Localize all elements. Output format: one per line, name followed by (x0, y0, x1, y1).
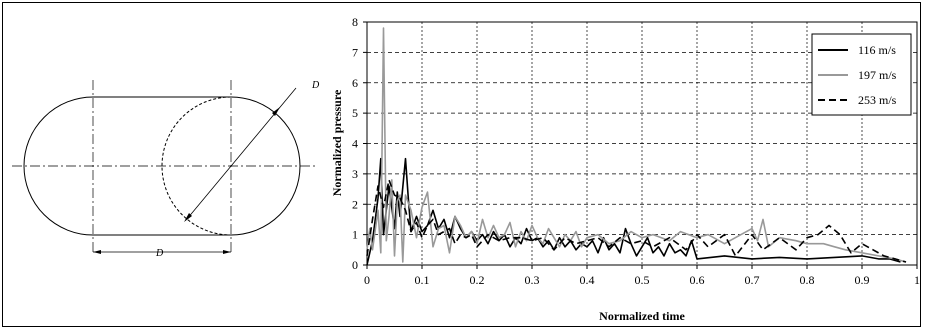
legend: 116 m/s 197 m/s 253 m/s (811, 33, 912, 116)
y-tick-label-3: 3 (352, 167, 358, 181)
legend-label-197: 197 m/s (858, 68, 897, 82)
y-tick-label-6: 6 (352, 76, 358, 90)
x-tick-label-1: 0.1 (415, 273, 430, 287)
x-tick-label-4: 0.4 (580, 273, 595, 287)
y-tick-label-4: 4 (352, 137, 358, 151)
y-axis-title: Normalized pressure (330, 89, 344, 196)
x-tick-label-7: 0.7 (745, 273, 760, 287)
x-tick-label-0: 0 (364, 273, 370, 287)
legend-label-116: 116 m/s (858, 43, 896, 57)
x-tick-label-10: 1 (914, 273, 920, 287)
series-line-197-m-s (366, 27, 907, 263)
dashed-circle-arc (161, 96, 232, 236)
series-group (366, 27, 907, 266)
y-tick-label-2: 2 (352, 197, 358, 211)
x-tick-label-9: 0.9 (855, 273, 870, 287)
y-axis: 0 1 2 3 4 5 6 7 8 (352, 15, 367, 272)
diameter-line (186, 87, 297, 220)
diameter-arrowhead-lower (184, 213, 192, 222)
legend-label-253: 253 m/s (858, 93, 897, 107)
x-tick-label-6: 0.6 (690, 273, 705, 287)
x-axis: 0 0.1 0.2 0.3 0.4 0.5 0.6 0.7 0.8 0.9 1 (364, 265, 920, 287)
dimension-arrow-right (223, 250, 231, 254)
x-tick-label-3: 0.3 (525, 273, 540, 287)
y-tick-label-8: 8 (352, 15, 358, 29)
x-axis-title: Normalized time (599, 309, 685, 323)
y-tick-label-7: 7 (352, 45, 358, 59)
diameter-arrowhead-upper (272, 107, 280, 116)
series-line-253-m-s (366, 179, 907, 263)
figure-frame (2, 2, 921, 327)
x-tick-label-8: 0.8 (800, 273, 815, 287)
y-tick-label-0: 0 (352, 258, 358, 272)
x-tick-label-2: 0.2 (470, 273, 485, 287)
x-tick-label-5: 0.5 (635, 273, 650, 287)
y-tick-label-5: 5 (352, 106, 358, 120)
series-line-116-m-s (366, 157, 901, 266)
geometry-diagram: D D (12, 80, 320, 259)
diameter-label-bottom: D (155, 248, 164, 259)
dimension-arrow-left (93, 250, 101, 254)
diameter-label-diagonal: D (311, 80, 320, 91)
y-tick-label-1: 1 (352, 228, 358, 242)
